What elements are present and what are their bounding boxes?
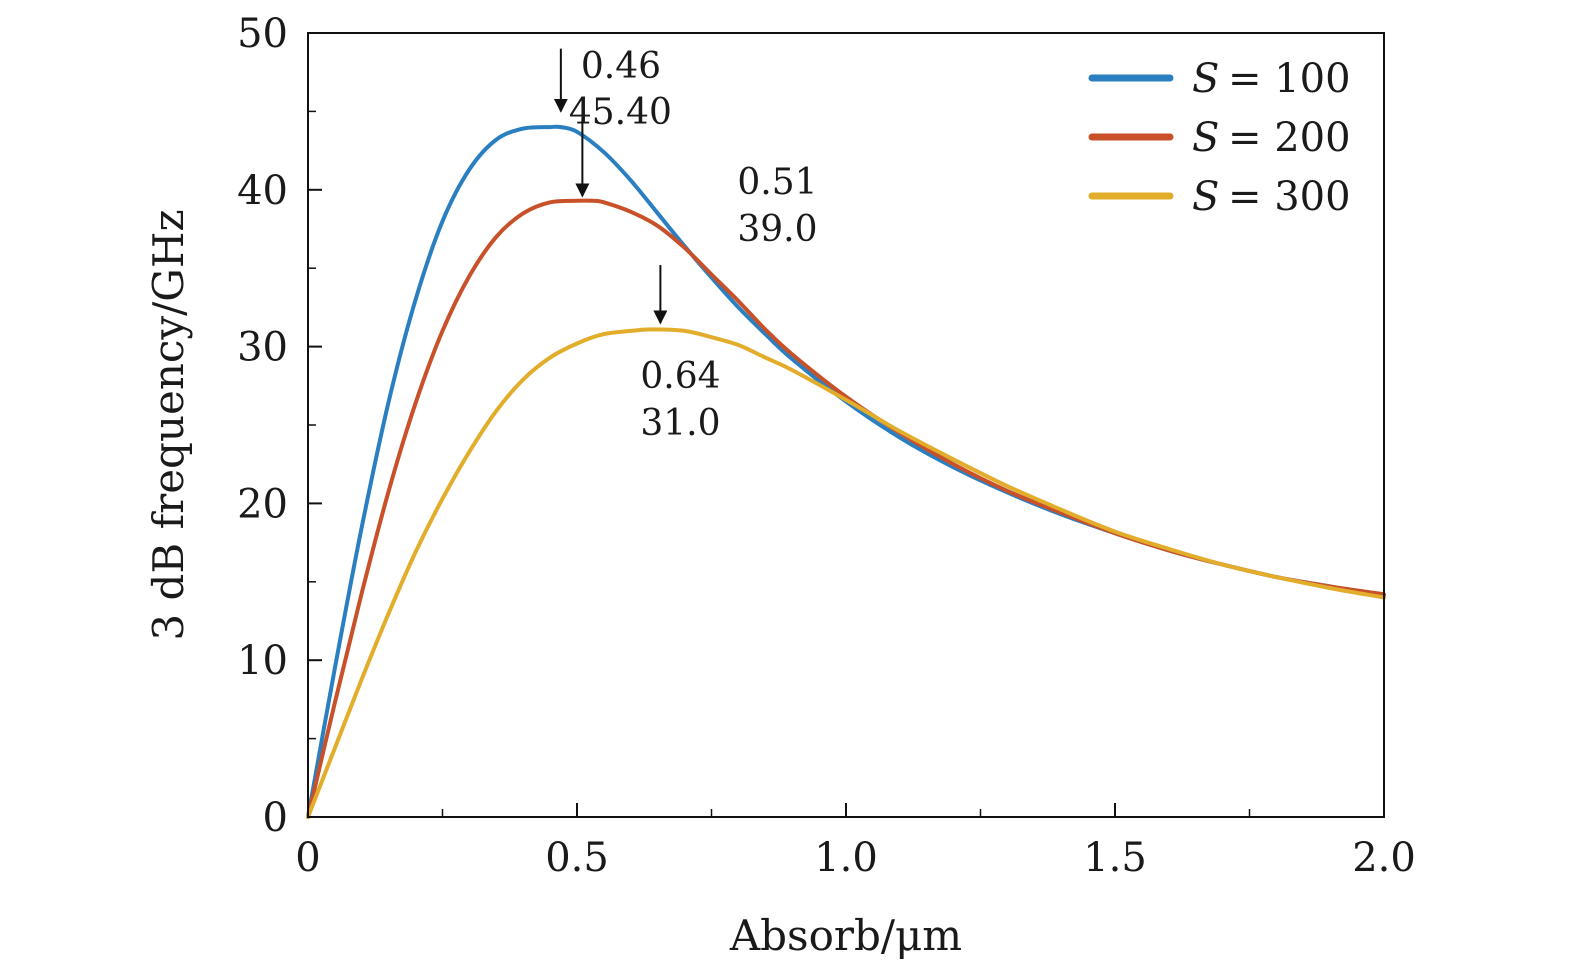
y-tick-label-1: 0	[263, 795, 288, 841]
series-line-3	[306, 327, 1386, 819]
legend-label-3: = 300	[1228, 174, 1351, 220]
annotation-label-3-y: 31.0	[640, 403, 720, 444]
annotation-layer: 0.46 45.40 0.51 39.0 0.64 31.0	[553, 46, 818, 444]
y-tick-label-6: 50	[237, 11, 288, 57]
y-tick-label-5: 40	[237, 168, 288, 214]
annotation-label-1-x: 0.46	[581, 46, 661, 87]
y-tick-label-2: 10	[237, 638, 288, 684]
axis-layer: 0 0.5 1.0 1.5 2.0 0 10 20 30 40 50	[237, 11, 1416, 881]
x-tick-label-4: 1.5	[1083, 835, 1147, 881]
x-tick-label-5: 2.0	[1352, 835, 1416, 881]
y-tick-label-4: 30	[237, 325, 288, 371]
legend-label-var-2: S	[1192, 115, 1219, 161]
annotation-label-3-x: 0.64	[640, 356, 720, 397]
plot-frame	[307, 32, 1385, 818]
legend-label-2: = 200	[1228, 115, 1351, 161]
annotation-label-2-x: 0.51	[737, 162, 817, 203]
legend-label-1: = 100	[1228, 56, 1351, 102]
legend-label-var-3: S	[1192, 174, 1219, 220]
x-tick-label-1: 0	[295, 835, 320, 881]
x-axis-label: Absorb/μm	[729, 911, 962, 960]
series-line-1	[306, 124, 1386, 819]
y-axis-label: 3 dB frequency/GHz	[144, 209, 193, 640]
legend-label-var-1: S	[1192, 56, 1219, 102]
series-layer	[306, 124, 1386, 819]
x-tick-label-3: 1.0	[814, 835, 878, 881]
annotation-label-1-y: 45.40	[569, 92, 672, 133]
x-tick-label-2: 0.5	[545, 835, 609, 881]
y-tick-label-3: 20	[237, 481, 288, 527]
annotation-label-2-y: 39.0	[737, 209, 817, 250]
series-line-2	[306, 198, 1386, 819]
